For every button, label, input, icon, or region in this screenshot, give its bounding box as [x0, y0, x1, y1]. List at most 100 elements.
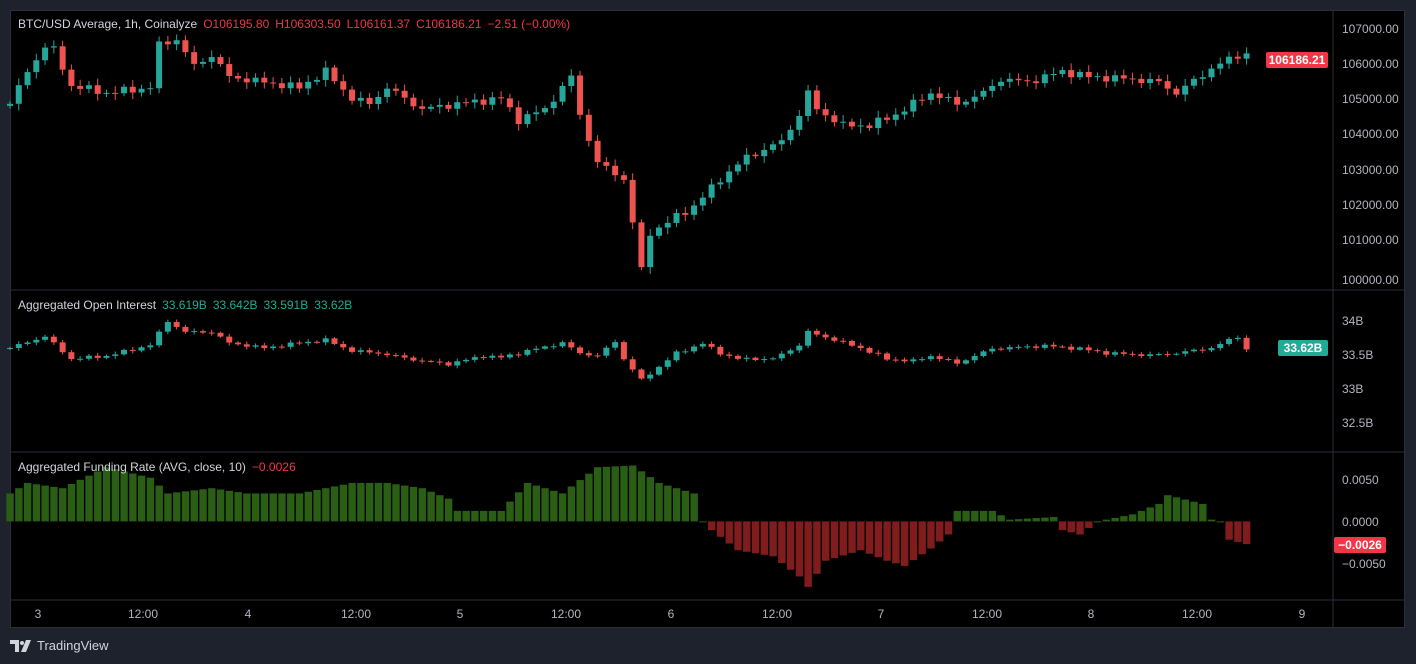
funding-bar: [243, 493, 251, 522]
funding-bar: [94, 471, 102, 522]
candle-body: [270, 346, 277, 349]
candle-body: [156, 41, 163, 89]
funding-bar: [944, 521, 953, 535]
candle-body: [1068, 346, 1075, 350]
candle-body: [252, 345, 259, 347]
funding-bar: [927, 521, 935, 549]
funding-bar: [874, 521, 883, 558]
y-tick-label: 105000.00: [1342, 92, 1399, 106]
candle-body: [734, 355, 741, 359]
candle-body: [1024, 346, 1031, 348]
candle-body: [1103, 76, 1110, 82]
oi-title[interactable]: Aggregated Open Interest: [18, 298, 157, 312]
candle-body: [515, 354, 522, 356]
funding-bar: [392, 484, 400, 522]
candle-body: [936, 356, 943, 360]
candle-body: [191, 52, 198, 64]
candle-body: [498, 97, 505, 99]
candle-body: [401, 90, 408, 98]
candle-body: [1112, 352, 1119, 355]
tradingview-logo[interactable]: TradingView: [10, 638, 109, 653]
candle-body: [296, 82, 303, 89]
candle-body: [1006, 347, 1013, 350]
candle-body: [1059, 346, 1066, 348]
candle-body: [1068, 70, 1075, 78]
candle-body: [1190, 349, 1197, 352]
candle-body: [620, 175, 627, 180]
candle-body: [427, 360, 434, 362]
candle-body: [673, 351, 680, 361]
funding-bar: [672, 488, 681, 522]
funding-bar: [295, 493, 304, 522]
candle-body: [743, 154, 750, 165]
funding-bar: [725, 521, 733, 544]
x-tick-label: 12:00: [128, 607, 158, 621]
candle-body: [138, 88, 145, 93]
candle-body: [392, 355, 399, 357]
candle-body: [103, 355, 110, 358]
funding-bar: [436, 495, 444, 522]
last-fr-tag: −0.0026: [1334, 537, 1386, 553]
candle-body: [489, 97, 496, 105]
ohlc-change: −2.51 (−0.00%): [487, 17, 571, 31]
brand-name: TradingView: [37, 638, 109, 653]
candle-body: [77, 85, 84, 89]
ohlc-close: C106186.21: [416, 17, 482, 31]
candle-body: [112, 92, 119, 94]
candle-body: [33, 339, 40, 343]
y-tick-label: 103000.00: [1342, 163, 1399, 177]
funding-bar: [173, 492, 181, 522]
candle-body: [463, 102, 470, 104]
candle-body: [217, 332, 224, 337]
candle-body: [840, 121, 847, 123]
fr-title[interactable]: Aggregated Funding Rate (AVG, close, 10): [18, 460, 246, 474]
funding-bar: [374, 482, 383, 522]
x-tick-label: 12:00: [762, 607, 792, 621]
candle-body: [199, 331, 206, 333]
candle-body: [138, 347, 145, 351]
candle-body: [129, 349, 136, 351]
y-tick-label: 106000.00: [1342, 57, 1399, 71]
candle-body: [857, 125, 864, 127]
funding-bar: [699, 521, 707, 523]
candle-body: [1147, 78, 1154, 84]
candle-body: [1050, 73, 1057, 75]
funding-bar: [593, 467, 602, 522]
candle-body: [866, 125, 873, 129]
candle-body: [410, 97, 417, 107]
funding-bar: [471, 510, 479, 522]
candle-body: [699, 343, 706, 347]
candle-body: [454, 361, 461, 366]
y-tick-label: 34B: [1342, 314, 1363, 328]
candle-body: [33, 60, 40, 73]
symbol-title[interactable]: BTC/USD Average, 1h, Coinalyze: [18, 17, 198, 31]
candle-body: [357, 350, 364, 352]
candle-body: [1041, 74, 1048, 84]
funding-bar: [146, 477, 155, 522]
funding-bar: [620, 465, 628, 522]
candle-body: [121, 86, 128, 94]
candle-body: [24, 342, 31, 345]
funding-bar: [716, 521, 725, 537]
ohlc-high: H106303.50: [275, 17, 341, 31]
candle-body: [1208, 348, 1215, 351]
candle-body: [85, 355, 92, 359]
candle-body: [612, 342, 619, 348]
funding-bar: [857, 521, 865, 551]
candle-body: [585, 114, 592, 141]
candle-body: [998, 348, 1005, 350]
candle-body: [857, 345, 864, 349]
candle-body: [278, 83, 285, 89]
candle-body: [813, 330, 820, 335]
candle-body: [892, 359, 899, 361]
candle-body: [445, 362, 452, 366]
candle-body: [366, 97, 373, 104]
candle-body: [1182, 85, 1189, 95]
candle-body: [7, 103, 13, 106]
candle-body: [664, 222, 671, 228]
funding-bar: [962, 510, 970, 522]
funding-bar: [1242, 521, 1251, 545]
candle-body: [287, 342, 294, 347]
candle-body: [1094, 76, 1101, 78]
